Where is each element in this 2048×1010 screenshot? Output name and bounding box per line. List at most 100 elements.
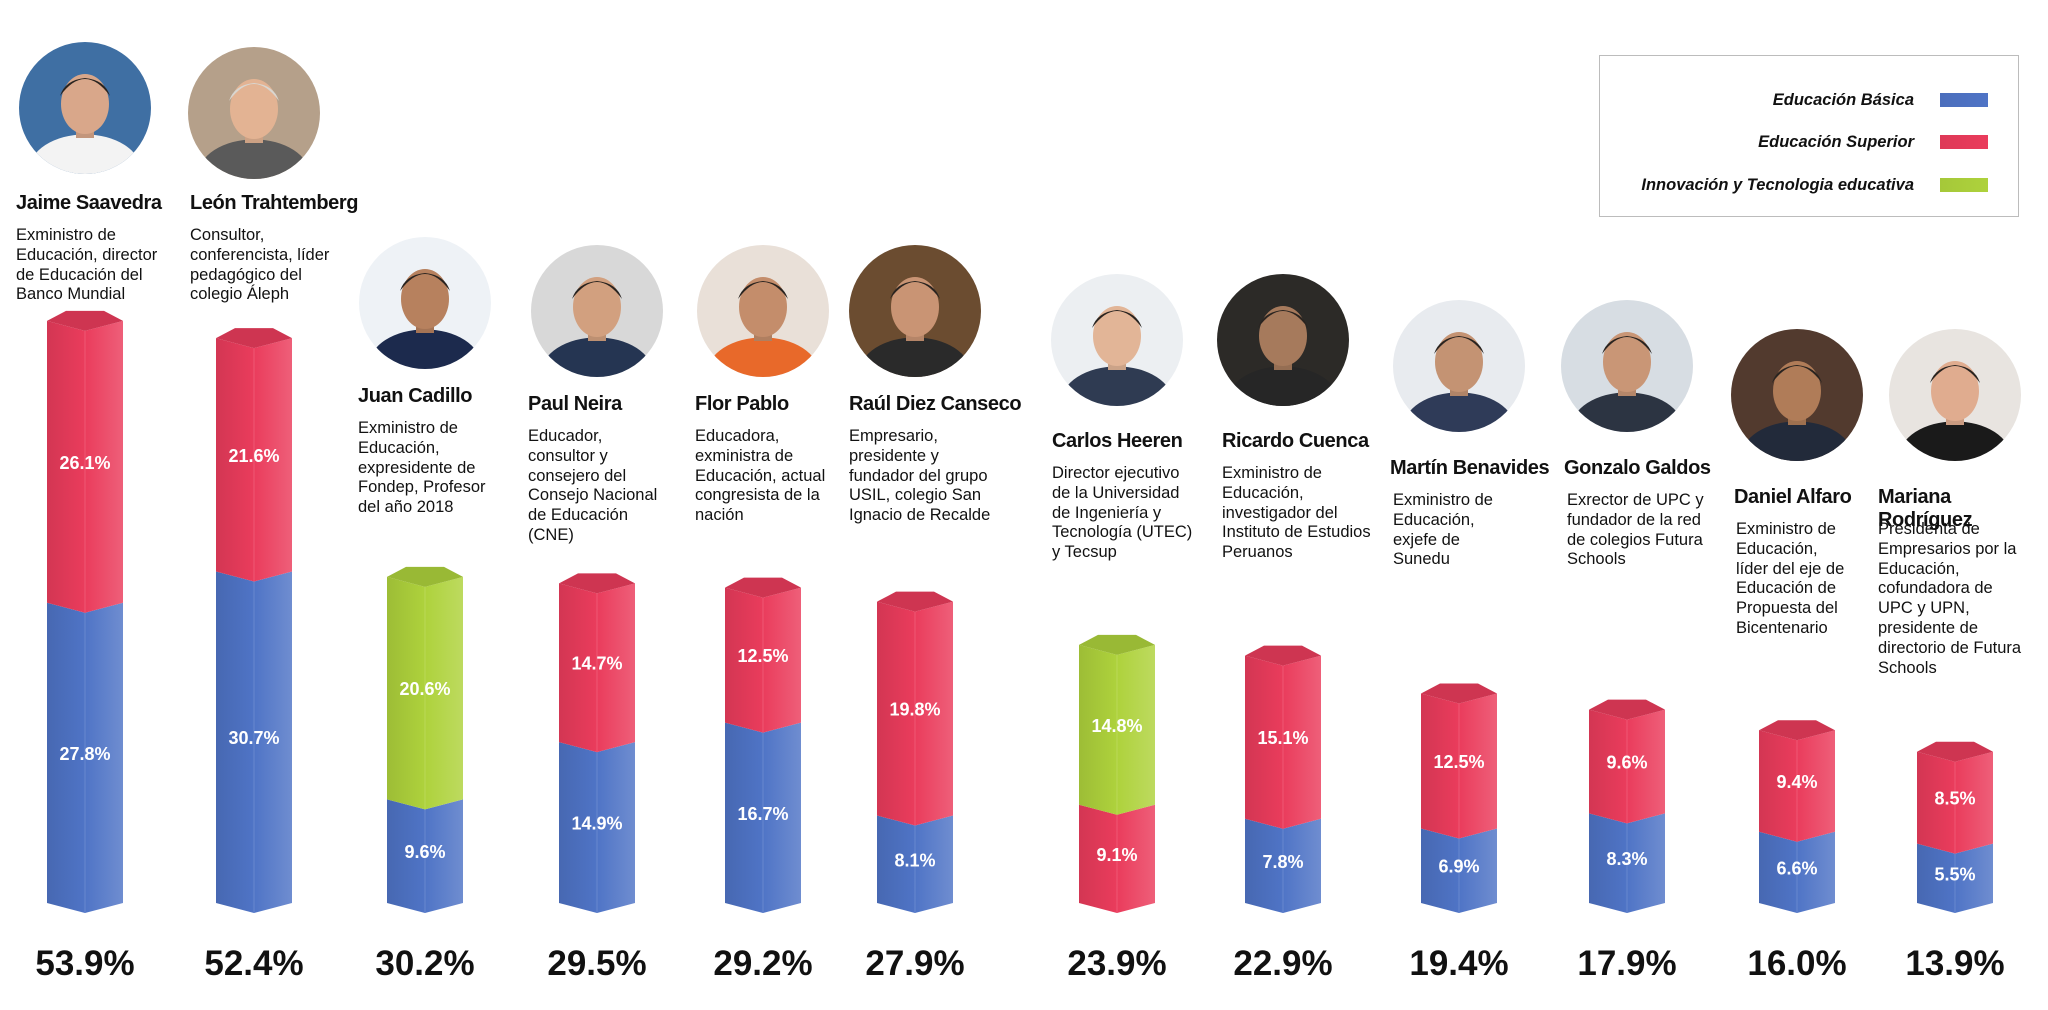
segment-value-label: 5.5%: [1934, 864, 1975, 884]
bar-column: [877, 591, 953, 913]
avatar-portrait: [1217, 274, 1349, 406]
segment-value-label: 16.7%: [737, 804, 788, 824]
segment-value-label: 30.7%: [228, 728, 279, 748]
avatars-group: [19, 42, 2021, 461]
legend-item-superior: Educación Superior: [1758, 130, 1988, 154]
bar-cap-superior: [877, 591, 953, 612]
legend-label: Educación Básica: [1772, 90, 1914, 109]
total-value-label: 30.2%: [375, 944, 474, 983]
bar-column: [725, 577, 801, 913]
person-name: Carlos Heeren: [1052, 430, 1183, 452]
segment-value-label: 8.3%: [1606, 849, 1647, 869]
segment-labels-group: 27.8% 26.1% 30.7% 21.6% 9.6% 20.6% 14.9% 14.7% 1…: [59, 446, 1975, 885]
bar-cap-superior: [1589, 699, 1665, 720]
person-name: Gonzalo Galdos: [1564, 457, 1711, 479]
legend-item-basica: Educación Básica: [1773, 88, 1988, 112]
segment-value-label: 6.6%: [1776, 858, 1817, 878]
person-name: León Trahtemberg: [190, 192, 359, 214]
bar-column: [559, 573, 635, 913]
segment-value-label: 12.5%: [737, 646, 788, 666]
total-value-label: 19.4%: [1409, 944, 1508, 983]
segment-value-label: 21.6%: [228, 446, 279, 466]
legend-label: Innovación y Tecnologia educativa: [1641, 175, 1914, 194]
person-name: Mariana Rodríguez: [1878, 486, 1973, 531]
bar-column: [47, 310, 123, 913]
bar-cap-superior: [1245, 645, 1321, 666]
total-value-label: 27.9%: [865, 944, 964, 983]
bar-column: [1079, 634, 1155, 913]
bars-group: [47, 310, 1993, 913]
avatar-portrait: [19, 42, 151, 174]
segment-value-label: 9.1%: [1096, 845, 1137, 865]
legend-item-innovacion: Innovación y Tecnologia educativa: [1641, 173, 1988, 197]
segment-value-label: 7.8%: [1262, 852, 1303, 872]
legend: Educación Básica Educación Superior Inno…: [1599, 55, 2019, 217]
person-description: Director ejecutivo de la Universidad de …: [1052, 464, 1193, 562]
segment-value-label: 9.6%: [404, 842, 445, 862]
person-description: Presidenta de Empresarios por la Educaci…: [1878, 520, 2022, 677]
bar-cap-superior: [1917, 741, 1993, 762]
segment-value-label: 19.8%: [889, 700, 940, 720]
bar-cap-innovacion: [1079, 634, 1155, 655]
totals-group: 53.9% 52.4% 30.2% 29.5% 29.2% 27.9% 23.9% 22.9%…: [35, 944, 2004, 983]
total-value-label: 23.9%: [1067, 944, 1166, 983]
segment-value-label: 14.8%: [1091, 716, 1142, 736]
person-description: Consultor, conferencista, líder pedagógi…: [190, 226, 330, 304]
person-description: Educadora, exministra de Educación, actu…: [695, 427, 826, 525]
total-value-label: 13.9%: [1905, 944, 2004, 983]
person-name: Paul Neira: [528, 393, 622, 415]
total-value-label: 29.2%: [713, 944, 812, 983]
bar-cap-superior: [216, 328, 292, 349]
segment-value-label: 14.9%: [571, 814, 622, 834]
bar-cap-superior: [1759, 720, 1835, 741]
segment-value-label: 27.8%: [59, 744, 110, 764]
bar-cap-superior: [559, 573, 635, 594]
legend-swatch-innovacion: [1940, 178, 1988, 192]
bar-cap-superior: [47, 310, 123, 331]
person-description: Empresario, presidente y fundador del gr…: [849, 427, 991, 525]
bar-column: [387, 566, 463, 913]
person-name: Ricardo Cuenca: [1222, 430, 1369, 452]
bar-column: [1917, 741, 1993, 913]
avatar-portrait: [531, 245, 663, 377]
total-value-label: 17.9%: [1577, 944, 1676, 983]
segment-value-label: 8.1%: [894, 850, 935, 870]
legend-swatch-basica: [1940, 93, 1988, 107]
avatar-portrait: [1889, 329, 2021, 461]
avatar-portrait: [188, 47, 320, 179]
avatar-portrait: [849, 245, 981, 377]
total-value-label: 52.4%: [204, 944, 303, 983]
person-name: Juan Cadillo: [358, 385, 473, 407]
person-name: Martín Benavides: [1390, 457, 1550, 479]
person-description: Exministro de Educación, expresidente de…: [358, 419, 486, 517]
person-name: Raúl Diez Canseco: [849, 393, 1022, 415]
bar-column: [216, 328, 292, 913]
avatar-portrait: [1051, 274, 1183, 406]
person-description: Exministro de Educación, exjefe de Suned…: [1393, 491, 1493, 569]
segment-value-label: 26.1%: [59, 453, 110, 473]
bar-column: [1589, 699, 1665, 913]
segment-value-label: 8.5%: [1934, 789, 1975, 809]
segment-value-label: 9.4%: [1776, 772, 1817, 792]
avatar-portrait: [1731, 329, 1863, 461]
legend-label: Educación Superior: [1758, 132, 1914, 151]
person-description: Exministro de Educación, investigador de…: [1222, 464, 1371, 562]
person-description: Educador, consultor y consejero del Cons…: [528, 427, 658, 544]
bar-cap-superior: [725, 577, 801, 598]
segment-value-label: 14.7%: [571, 654, 622, 674]
bar-column: [1421, 683, 1497, 913]
legend-swatch-superior: [1940, 135, 1988, 149]
bar-cap-superior: [1421, 683, 1497, 704]
bar-column: [1245, 645, 1321, 913]
person-description: Exministro de Educación, líder del eje d…: [1736, 520, 1845, 637]
person-name: Daniel Alfaro: [1734, 486, 1852, 508]
person-description: Exministro de Educación, director de Edu…: [16, 226, 158, 304]
avatar-portrait: [359, 237, 491, 369]
avatar-portrait: [1561, 300, 1693, 432]
total-value-label: 16.0%: [1747, 944, 1846, 983]
segment-value-label: 12.5%: [1433, 752, 1484, 772]
total-value-label: 53.9%: [35, 944, 134, 983]
total-value-label: 29.5%: [547, 944, 646, 983]
segment-value-label: 9.6%: [1606, 753, 1647, 773]
